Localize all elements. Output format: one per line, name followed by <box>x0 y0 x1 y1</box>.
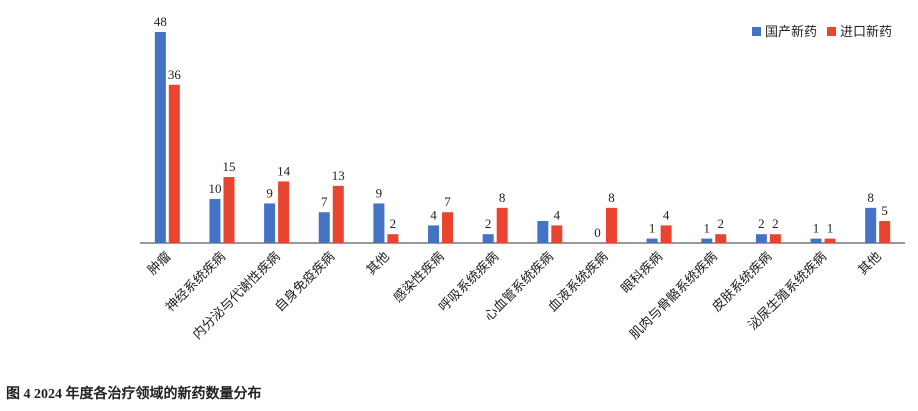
bar <box>482 234 494 243</box>
bar <box>701 238 713 243</box>
legend-label: 国产新药 <box>765 24 817 39</box>
bar <box>442 212 454 243</box>
bar <box>646 238 658 243</box>
data-label: 15 <box>222 159 235 174</box>
data-label: 10 <box>208 181 221 196</box>
x-tick-label: 感染性疾病 <box>390 249 447 306</box>
bar <box>769 234 781 243</box>
data-label: 2 <box>485 216 492 231</box>
bar <box>660 225 672 243</box>
bar <box>154 32 166 243</box>
caption: 图 4 2024 年度各治疗领域的新药数量分布 <box>6 385 262 402</box>
legend-swatch <box>827 27 837 36</box>
bar <box>168 84 180 243</box>
x-tick-label: 肿瘤 <box>145 249 174 278</box>
x-tick-label: 眼科疾病 <box>618 249 665 296</box>
data-label: 8 <box>608 190 615 205</box>
bar <box>332 185 344 243</box>
data-label: 4 <box>663 207 670 222</box>
x-tick-label: 其他 <box>855 249 884 278</box>
data-label: 48 <box>154 14 167 29</box>
bar <box>278 181 290 243</box>
bar <box>755 234 767 243</box>
bar <box>387 234 399 243</box>
bar <box>715 234 727 243</box>
bar <box>551 225 563 243</box>
data-label: 9 <box>376 185 383 200</box>
data-label: 7 <box>444 194 451 209</box>
bar <box>879 221 891 243</box>
bar <box>264 203 276 243</box>
data-label: 2 <box>772 216 779 231</box>
data-label: 8 <box>867 190 874 205</box>
x-tick-label: 其他 <box>363 249 392 278</box>
data-label: 2 <box>390 216 397 231</box>
data-label: 13 <box>332 168 345 183</box>
bar <box>605 207 617 243</box>
bar <box>496 207 508 243</box>
bar <box>209 199 221 243</box>
data-label: 1 <box>813 221 820 236</box>
data-label: 7 <box>321 194 328 209</box>
data-label: 9 <box>266 185 273 200</box>
data-label: 36 <box>168 67 182 82</box>
bar <box>824 238 836 243</box>
legend-label: 进口新药 <box>840 24 892 39</box>
data-label: 1 <box>704 221 711 236</box>
data-label: 4 <box>430 207 437 222</box>
bar <box>865 207 877 243</box>
data-label: 5 <box>881 203 888 218</box>
data-label: 2 <box>718 216 725 231</box>
data-label: 4 <box>554 207 561 222</box>
bar <box>373 203 385 243</box>
bar <box>318 212 330 243</box>
bar <box>537 221 549 243</box>
legend-swatch <box>752 27 761 36</box>
data-label: 8 <box>499 190 506 205</box>
data-label: 1 <box>649 221 656 236</box>
bar <box>223 177 235 243</box>
bar <box>428 225 440 243</box>
data-label: 1 <box>827 221 834 236</box>
data-label: 2 <box>758 216 765 231</box>
bar <box>810 238 822 243</box>
data-label: 14 <box>277 163 291 178</box>
data-label: 0 <box>594 225 601 240</box>
